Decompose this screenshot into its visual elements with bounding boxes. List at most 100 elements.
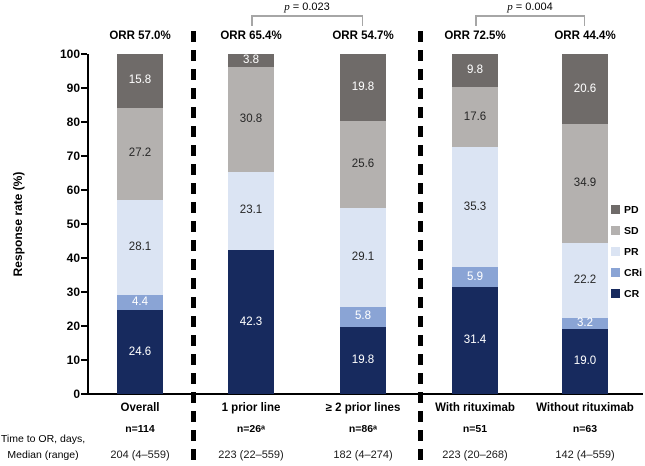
y-axis-title: Response rate (%) <box>11 171 25 277</box>
row-header-line1: Time to OR, days, <box>0 433 86 445</box>
median-range-label: 142 (4–559) <box>555 449 615 461</box>
segment-value-label: 42.3 <box>239 315 263 328</box>
n-label: n=114 <box>125 423 155 435</box>
orr-label: ORR 65.4% <box>220 30 282 42</box>
y-tick-mark <box>81 189 87 191</box>
legend-item: PD <box>611 199 642 220</box>
bar-segment-PR: 35.3 <box>452 147 498 268</box>
y-tick-label: 0 <box>73 387 80 401</box>
row-header-label: Time to OR, days, Median (range) <box>0 431 86 463</box>
category-label: Without rituximab <box>536 402 634 414</box>
group-separator-line <box>418 31 423 460</box>
segment-value-label: 19.0 <box>573 355 597 368</box>
y-tick-label: 80 <box>66 115 80 129</box>
segment-value-label: 22.2 <box>573 274 597 287</box>
bar: 3.8 30.8 23.1 42.3 <box>228 54 274 394</box>
p-bracket-line <box>475 15 585 17</box>
x-axis-line <box>87 393 643 395</box>
median-range-label: 182 (4–274) <box>333 449 393 461</box>
category-label: 1 prior line <box>221 402 281 414</box>
y-axis-line <box>87 54 89 395</box>
bar-segment-SD: 17.6 <box>452 87 498 148</box>
bar: 15.8 27.2 28.1 4.4 24.6 <box>117 54 163 394</box>
y-tick-label: 100 <box>59 47 80 61</box>
segment-value-label: 20.6 <box>573 82 597 95</box>
segment-value-label: 19.8 <box>351 353 375 366</box>
legend-swatch-CR <box>611 289 620 298</box>
bar-segment-CR: 31.4 <box>452 287 498 394</box>
legend-swatch-CRi <box>611 268 620 277</box>
segment-value-label: 35.3 <box>463 200 487 213</box>
y-tick-mark <box>81 257 87 259</box>
legend-swatch-SD <box>611 226 620 235</box>
segment-value-label: 24.6 <box>128 345 152 358</box>
bar-segment-PD: 20.6 <box>562 54 608 125</box>
segment-value-label: 29.1 <box>351 251 375 264</box>
segment-value-label: 17.6 <box>463 110 487 123</box>
y-tick-mark <box>81 359 87 361</box>
bar-segment-PD: 3.8 <box>228 54 274 67</box>
bar-segment-CRi: 5.8 <box>340 307 386 327</box>
y-tick-mark <box>81 393 87 395</box>
segment-value-label: 4.4 <box>132 296 148 309</box>
y-tick-label: 10 <box>66 353 80 367</box>
legend-label: SD <box>624 224 639 237</box>
bar-segment-CRi: 4.4 <box>117 295 163 311</box>
p-bracket-tick <box>583 15 585 26</box>
legend-label: PR <box>624 245 639 258</box>
legend: PD SD PR CRi CR <box>611 199 642 304</box>
segment-value-label: 3.2 <box>577 317 593 330</box>
segment-value-label: 9.8 <box>467 64 483 77</box>
segment-value-label: 15.8 <box>128 74 152 87</box>
bar-segment-PR: 29.1 <box>340 208 386 308</box>
orr-label: ORR 54.7% <box>332 30 394 42</box>
y-tick-label: 20 <box>66 319 80 333</box>
y-tick-mark <box>81 53 87 55</box>
y-tick-mark <box>81 223 87 225</box>
legend-label: CRi <box>624 266 643 279</box>
bar-segment-SD: 25.6 <box>340 121 386 209</box>
n-label: n=63 <box>572 423 598 435</box>
orr-label: ORR 44.4% <box>554 30 616 42</box>
p-bracket-tick <box>251 15 253 26</box>
segment-value-label: 5.8 <box>355 310 371 323</box>
y-tick-label: 70 <box>66 149 80 163</box>
bar-segment-SD: 30.8 <box>228 66 274 172</box>
bar-segment-PD: 19.8 <box>340 54 386 122</box>
bar-segment-CR: 19.0 <box>562 329 608 394</box>
y-tick-mark <box>81 121 87 123</box>
category-label: Overall <box>120 402 160 414</box>
p-value-label: p = 0.004 <box>507 1 553 13</box>
bar-segment-PR: 23.1 <box>228 171 274 251</box>
y-tick-mark <box>81 325 87 327</box>
segment-value-label: 19.8 <box>351 81 375 94</box>
median-range-label: 223 (22–559) <box>218 449 284 461</box>
p-bracket-tick <box>475 15 477 26</box>
p-bracket-tick <box>361 15 363 26</box>
bar-segment-CR: 42.3 <box>228 250 274 394</box>
category-label: With rituximab <box>435 402 515 414</box>
median-range-label: 204 (4–559) <box>110 449 170 461</box>
bar: 20.6 34.9 22.2 3.2 19.0 <box>562 54 608 394</box>
y-tick-label: 40 <box>66 251 80 265</box>
bar: 19.8 25.6 29.1 5.8 19.8 <box>340 54 386 394</box>
bar-segment-SD: 34.9 <box>562 124 608 243</box>
p-bracket-line <box>251 15 363 17</box>
bar-segment-CR: 24.6 <box>117 310 163 394</box>
legend-label: CR <box>624 287 640 300</box>
orr-label: ORR 57.0% <box>109 30 171 42</box>
y-tick-label: 90 <box>66 81 80 95</box>
p-value-label: p = 0.023 <box>284 1 330 13</box>
bar-segment-PR: 22.2 <box>562 242 608 319</box>
segment-value-label: 30.8 <box>239 112 263 125</box>
legend-swatch-PR <box>611 247 620 256</box>
median-range-label: 223 (20–268) <box>442 449 508 461</box>
bar-segment-SD: 27.2 <box>117 107 163 201</box>
segment-value-label: 28.1 <box>128 241 152 254</box>
y-tick-label: 50 <box>66 217 80 231</box>
y-tick-mark <box>81 291 87 293</box>
bar-segment-CRi: 3.2 <box>562 317 608 330</box>
row-header-line2: Median (range) <box>7 449 79 461</box>
segment-value-label: 25.6 <box>351 158 375 171</box>
